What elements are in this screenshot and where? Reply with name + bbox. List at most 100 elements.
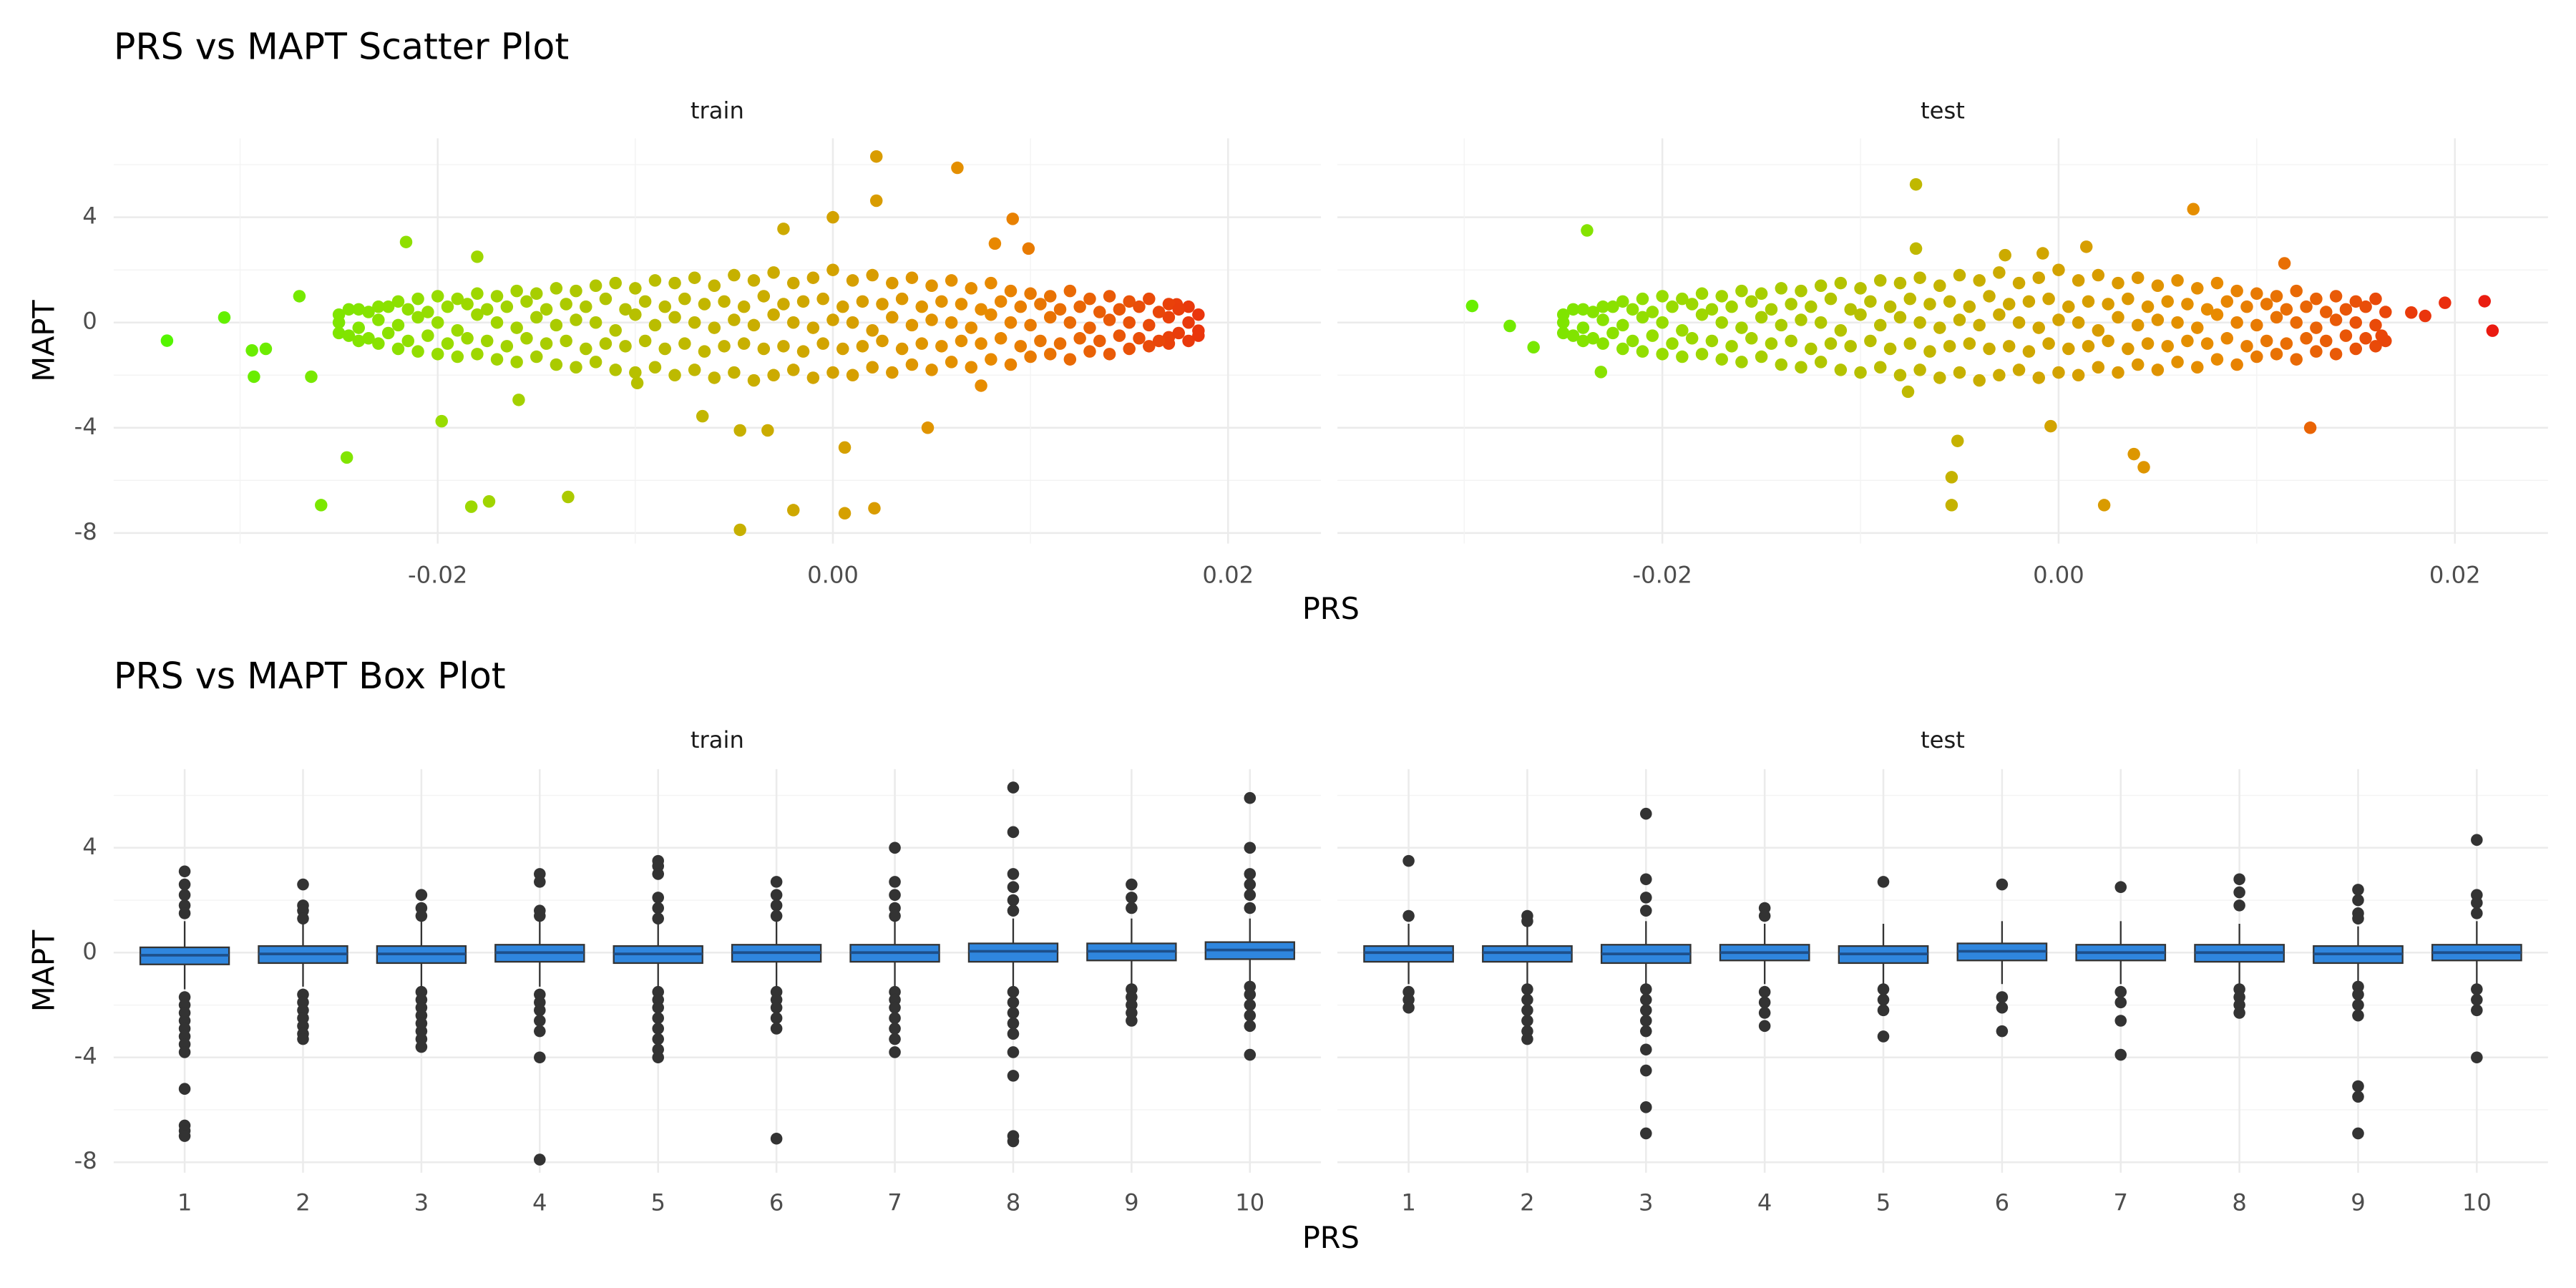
point: [2131, 318, 2145, 332]
point: [245, 343, 258, 357]
outlier: [770, 889, 783, 901]
outlier: [1758, 1020, 1771, 1033]
outlier: [1877, 876, 1890, 888]
outlier: [1244, 902, 1257, 914]
point: [869, 194, 883, 208]
point: [1973, 374, 1986, 387]
point: [2012, 316, 2026, 329]
point: [1073, 332, 1086, 345]
outlier: [1007, 1135, 1020, 1148]
point: [2171, 356, 2184, 369]
point: [1695, 348, 1709, 361]
point: [1715, 316, 1728, 329]
outlier: [2233, 1007, 2245, 1019]
point: [2339, 303, 2353, 316]
outlier: [415, 889, 428, 901]
point: [696, 409, 709, 423]
outlier: [652, 1001, 665, 1014]
point: [718, 295, 731, 308]
point: [500, 340, 514, 353]
y-tick-label: -8: [74, 518, 97, 545]
outlier: [1521, 1004, 1533, 1017]
point: [777, 340, 790, 353]
point: [1646, 329, 1659, 342]
point: [401, 334, 415, 348]
point: [2270, 348, 2283, 361]
point: [461, 332, 474, 345]
point: [619, 303, 632, 316]
point: [1933, 321, 1946, 334]
point: [698, 298, 711, 311]
point: [1943, 295, 1956, 308]
outlier: [1640, 904, 1652, 917]
point: [985, 276, 997, 290]
point: [2002, 298, 2016, 311]
point: [342, 329, 356, 342]
point: [1953, 313, 1966, 326]
point: [1893, 311, 1907, 324]
point: [2072, 316, 2085, 329]
point: [2187, 203, 2200, 216]
point: [2250, 350, 2263, 364]
point: [826, 313, 839, 326]
point: [589, 279, 602, 293]
point: [1014, 340, 1028, 353]
point: [1022, 242, 1035, 255]
x-tick-label: 7: [2114, 1189, 2129, 1216]
point: [451, 324, 464, 337]
point: [1636, 311, 1649, 324]
point: [352, 334, 365, 348]
point: [1172, 303, 1185, 316]
point: [2439, 296, 2451, 309]
point: [868, 502, 881, 515]
outlier: [1996, 1025, 2009, 1038]
point: [2022, 345, 2036, 358]
point: [1901, 385, 1915, 399]
point: [619, 340, 632, 353]
point: [2300, 300, 2313, 313]
x-tick-label: 0.02: [1202, 562, 1254, 589]
point: [1192, 329, 1205, 342]
outlier: [770, 1012, 783, 1025]
point: [2240, 340, 2253, 353]
point: [945, 274, 958, 287]
point: [806, 271, 820, 284]
point: [737, 337, 751, 350]
x-tick-label: -0.02: [408, 562, 467, 589]
outlier: [2471, 1004, 2483, 1017]
outlier: [2471, 907, 2483, 919]
outlier: [297, 912, 309, 924]
y-tick-label: -4: [74, 1043, 97, 1070]
point: [648, 361, 662, 374]
point: [1854, 282, 1867, 295]
point: [1182, 300, 1195, 313]
point: [2151, 364, 2165, 376]
point: [1973, 318, 1986, 332]
point: [2230, 284, 2243, 298]
outlier: [415, 909, 428, 922]
point: [836, 300, 849, 313]
point: [1953, 366, 1966, 379]
outlier: [652, 1023, 665, 1035]
outlier: [2114, 881, 2127, 894]
outlier: [1758, 996, 1771, 1009]
point: [399, 235, 413, 248]
point: [2141, 300, 2155, 313]
point: [1795, 361, 1807, 374]
point: [1695, 287, 1709, 301]
point: [1024, 287, 1037, 301]
x-tick-label: 0.00: [2033, 562, 2084, 589]
point: [1182, 334, 1195, 348]
point: [1162, 311, 1176, 324]
point: [1785, 298, 1797, 311]
point: [1083, 321, 1096, 334]
point: [2092, 361, 2105, 374]
point: [2191, 361, 2204, 374]
point: [708, 371, 721, 384]
x-tick-label: 5: [1876, 1189, 1891, 1216]
point: [451, 350, 464, 364]
outlier: [1521, 983, 1533, 995]
point: [708, 321, 721, 334]
point: [935, 295, 948, 308]
point: [2478, 295, 2492, 308]
